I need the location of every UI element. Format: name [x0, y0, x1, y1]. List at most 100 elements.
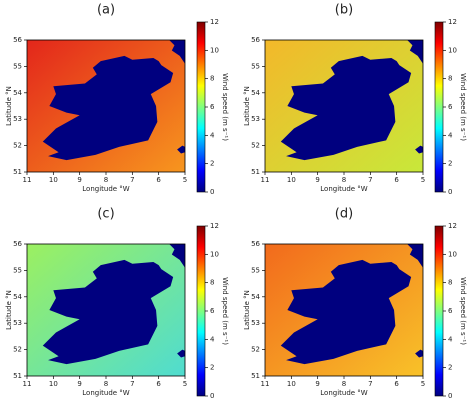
- colorbar-tick-label: 4: [210, 335, 215, 343]
- land: [169, 40, 185, 64]
- panel-title: (c): [97, 207, 114, 222]
- land: [42, 55, 174, 161]
- x-tick-label: 9: [77, 176, 81, 184]
- panel-title: (a): [97, 3, 115, 18]
- land: [169, 244, 185, 268]
- y-tick-label: 52: [251, 142, 260, 150]
- colorbar: [196, 225, 206, 397]
- land: [177, 349, 185, 358]
- x-tick-label: 5: [183, 176, 187, 184]
- panel: (b) 11 10 9 8 7 6 5 51 52 53 54 55 56 Longitude °W Lati…: [243, 3, 467, 197]
- x-tick-label: 6: [394, 380, 399, 388]
- y-tick-label: 51: [251, 372, 260, 380]
- y-tick-label: 55: [13, 62, 22, 70]
- colorbar-tick-label: 4: [210, 131, 215, 139]
- x-axis-label: Longitude °W: [320, 185, 368, 193]
- colorbar-label: Wind speed (m s⁻¹): [221, 73, 229, 141]
- land: [407, 40, 423, 64]
- x-tick-label: 5: [421, 380, 425, 388]
- colorbar-label: Wind speed (m s⁻¹): [221, 277, 229, 345]
- x-tick-label: 9: [315, 176, 319, 184]
- panel: (d) 11 10 9 8 7 6 5 51 52 53 54 55 56 Longitude °W Lati…: [243, 207, 467, 401]
- y-tick-label: 53: [13, 115, 22, 123]
- colorbar-tick-label: 2: [210, 364, 214, 372]
- colorbar: [434, 21, 444, 193]
- x-axis-label: Longitude °W: [82, 389, 130, 397]
- panel: (a) 11 10 9 8 7 6 5 51 52 53 54 55 56 Longitude °W Lati…: [5, 3, 229, 197]
- colorbar-tick-label: 4: [448, 131, 453, 139]
- x-tick-label: 7: [368, 380, 372, 388]
- x-tick-label: 8: [104, 380, 108, 388]
- x-tick-label: 9: [315, 380, 319, 388]
- colorbar-tick-label: 6: [210, 307, 215, 315]
- x-tick-label: 7: [130, 380, 134, 388]
- y-axis-label: Latitude °N: [243, 86, 251, 126]
- colorbar-tick-label: 10: [210, 46, 219, 54]
- y-tick-label: 56: [251, 36, 260, 44]
- y-tick-label: 55: [251, 62, 260, 70]
- y-axis-label: Latitude °N: [5, 290, 13, 330]
- colorbar-tick-label: 6: [210, 103, 215, 111]
- colorbar-tick-label: 2: [210, 160, 214, 168]
- colorbar-tick-label: 8: [210, 75, 214, 83]
- y-tick-label: 52: [13, 346, 22, 354]
- y-tick-label: 51: [13, 168, 22, 176]
- colorbar-tick-label: 0: [448, 392, 452, 400]
- panel: (c) 11 10 9 8 7 6 5 51 52 53 54 55 56 Longitude °W Lati…: [5, 207, 229, 401]
- y-tick-label: 56: [251, 240, 260, 248]
- y-tick-label: 52: [251, 346, 260, 354]
- land: [415, 349, 423, 358]
- x-axis-label: Longitude °W: [320, 389, 368, 397]
- x-tick-label: 6: [156, 380, 161, 388]
- y-tick-label: 53: [13, 319, 22, 327]
- y-tick-label: 54: [251, 293, 260, 301]
- panel-title: (d): [335, 207, 353, 222]
- y-tick-label: 55: [251, 266, 260, 274]
- colorbar-tick-label: 6: [448, 307, 453, 315]
- land: [42, 259, 174, 365]
- x-tick-label: 7: [130, 176, 134, 184]
- colorbar-tick-label: 10: [448, 46, 457, 54]
- x-tick-label: 11: [23, 380, 32, 388]
- panel-title: (b): [335, 3, 353, 18]
- land: [407, 244, 423, 268]
- x-tick-label: 10: [49, 380, 58, 388]
- x-tick-label: 10: [287, 176, 296, 184]
- colorbar-tick-label: 12: [210, 18, 219, 26]
- colorbar-tick-label: 8: [448, 75, 452, 83]
- x-tick-label: 10: [49, 176, 58, 184]
- y-tick-label: 55: [13, 266, 22, 274]
- x-tick-label: 6: [156, 176, 161, 184]
- y-tick-label: 52: [13, 142, 22, 150]
- y-tick-label: 54: [13, 293, 22, 301]
- colorbar-tick-label: 8: [448, 279, 452, 287]
- y-tick-label: 56: [13, 240, 22, 248]
- x-tick-label: 9: [77, 380, 81, 388]
- colorbar: [434, 225, 444, 397]
- colorbar-tick-label: 12: [448, 222, 457, 230]
- x-tick-label: 11: [23, 176, 32, 184]
- land: [280, 55, 412, 161]
- x-tick-label: 10: [287, 380, 296, 388]
- colorbar-tick-label: 0: [210, 392, 214, 400]
- colorbar-tick-label: 6: [448, 103, 453, 111]
- y-tick-label: 56: [13, 36, 22, 44]
- land: [177, 145, 185, 154]
- colorbar-label: Wind speed (m s⁻¹): [459, 277, 467, 345]
- x-tick-label: 8: [104, 176, 108, 184]
- x-tick-label: 5: [421, 176, 425, 184]
- x-tick-label: 8: [342, 176, 346, 184]
- x-axis-label: Longitude °W: [82, 185, 130, 193]
- colorbar: [196, 21, 206, 193]
- colorbar-tick-label: 0: [210, 188, 214, 196]
- x-tick-label: 5: [183, 380, 187, 388]
- y-tick-label: 51: [13, 372, 22, 380]
- colorbar-tick-label: 10: [448, 250, 457, 258]
- colorbar-tick-label: 2: [448, 364, 452, 372]
- x-tick-label: 7: [368, 176, 372, 184]
- y-tick-label: 54: [251, 89, 260, 97]
- x-tick-label: 11: [261, 176, 270, 184]
- colorbar-tick-label: 12: [210, 222, 219, 230]
- x-tick-label: 6: [394, 176, 399, 184]
- colorbar-tick-label: 10: [210, 250, 219, 258]
